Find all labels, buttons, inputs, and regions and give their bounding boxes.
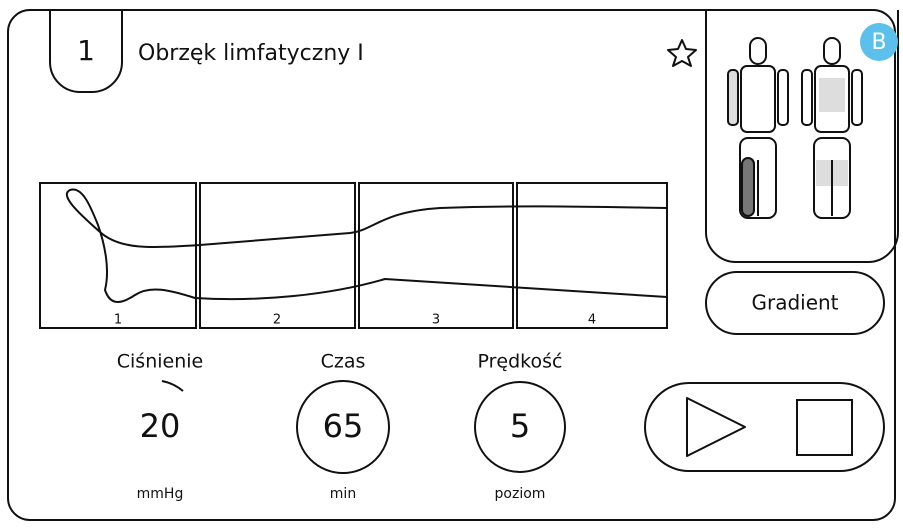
chamber-label: 1 [114,313,122,328]
gauge-label: Czas [321,351,366,373]
gauge-unit: poziom [495,486,546,502]
body-figure-right [802,38,862,218]
leg-outline [67,189,667,302]
program-number: 1 [77,34,95,67]
controls-frame [645,383,884,471]
chamber-boxes [40,183,667,328]
favorite-star[interactable] [668,40,696,66]
screen: 1 Obrzęk limfatyczny I B Gradient 1 2 3 … [0,0,903,524]
page: {"header": {"number": "1", "title": "Obr… [0,0,903,528]
pressure-arc [162,381,183,391]
badge-label: B [871,30,886,55]
gauge-value: 65 [323,407,364,445]
chamber-label: 4 [588,313,596,328]
chamber-label: 3 [432,313,440,328]
gauge-unit: mmHg [137,486,184,502]
program-title: Obrzęk limfatyczny I [138,41,364,66]
body-figure-left [728,38,788,218]
gauge-unit: min [330,486,356,502]
play-button[interactable] [687,398,745,456]
gradient-label: Gradient [751,291,838,315]
gauge-value[interactable]: 20 [140,407,181,445]
gauge-label: Prędkość [478,351,563,373]
gauge-label: Ciśnienie [117,351,203,373]
chamber-label: 2 [273,313,281,328]
stop-button[interactable] [797,400,852,455]
gauge-value: 5 [510,407,530,445]
